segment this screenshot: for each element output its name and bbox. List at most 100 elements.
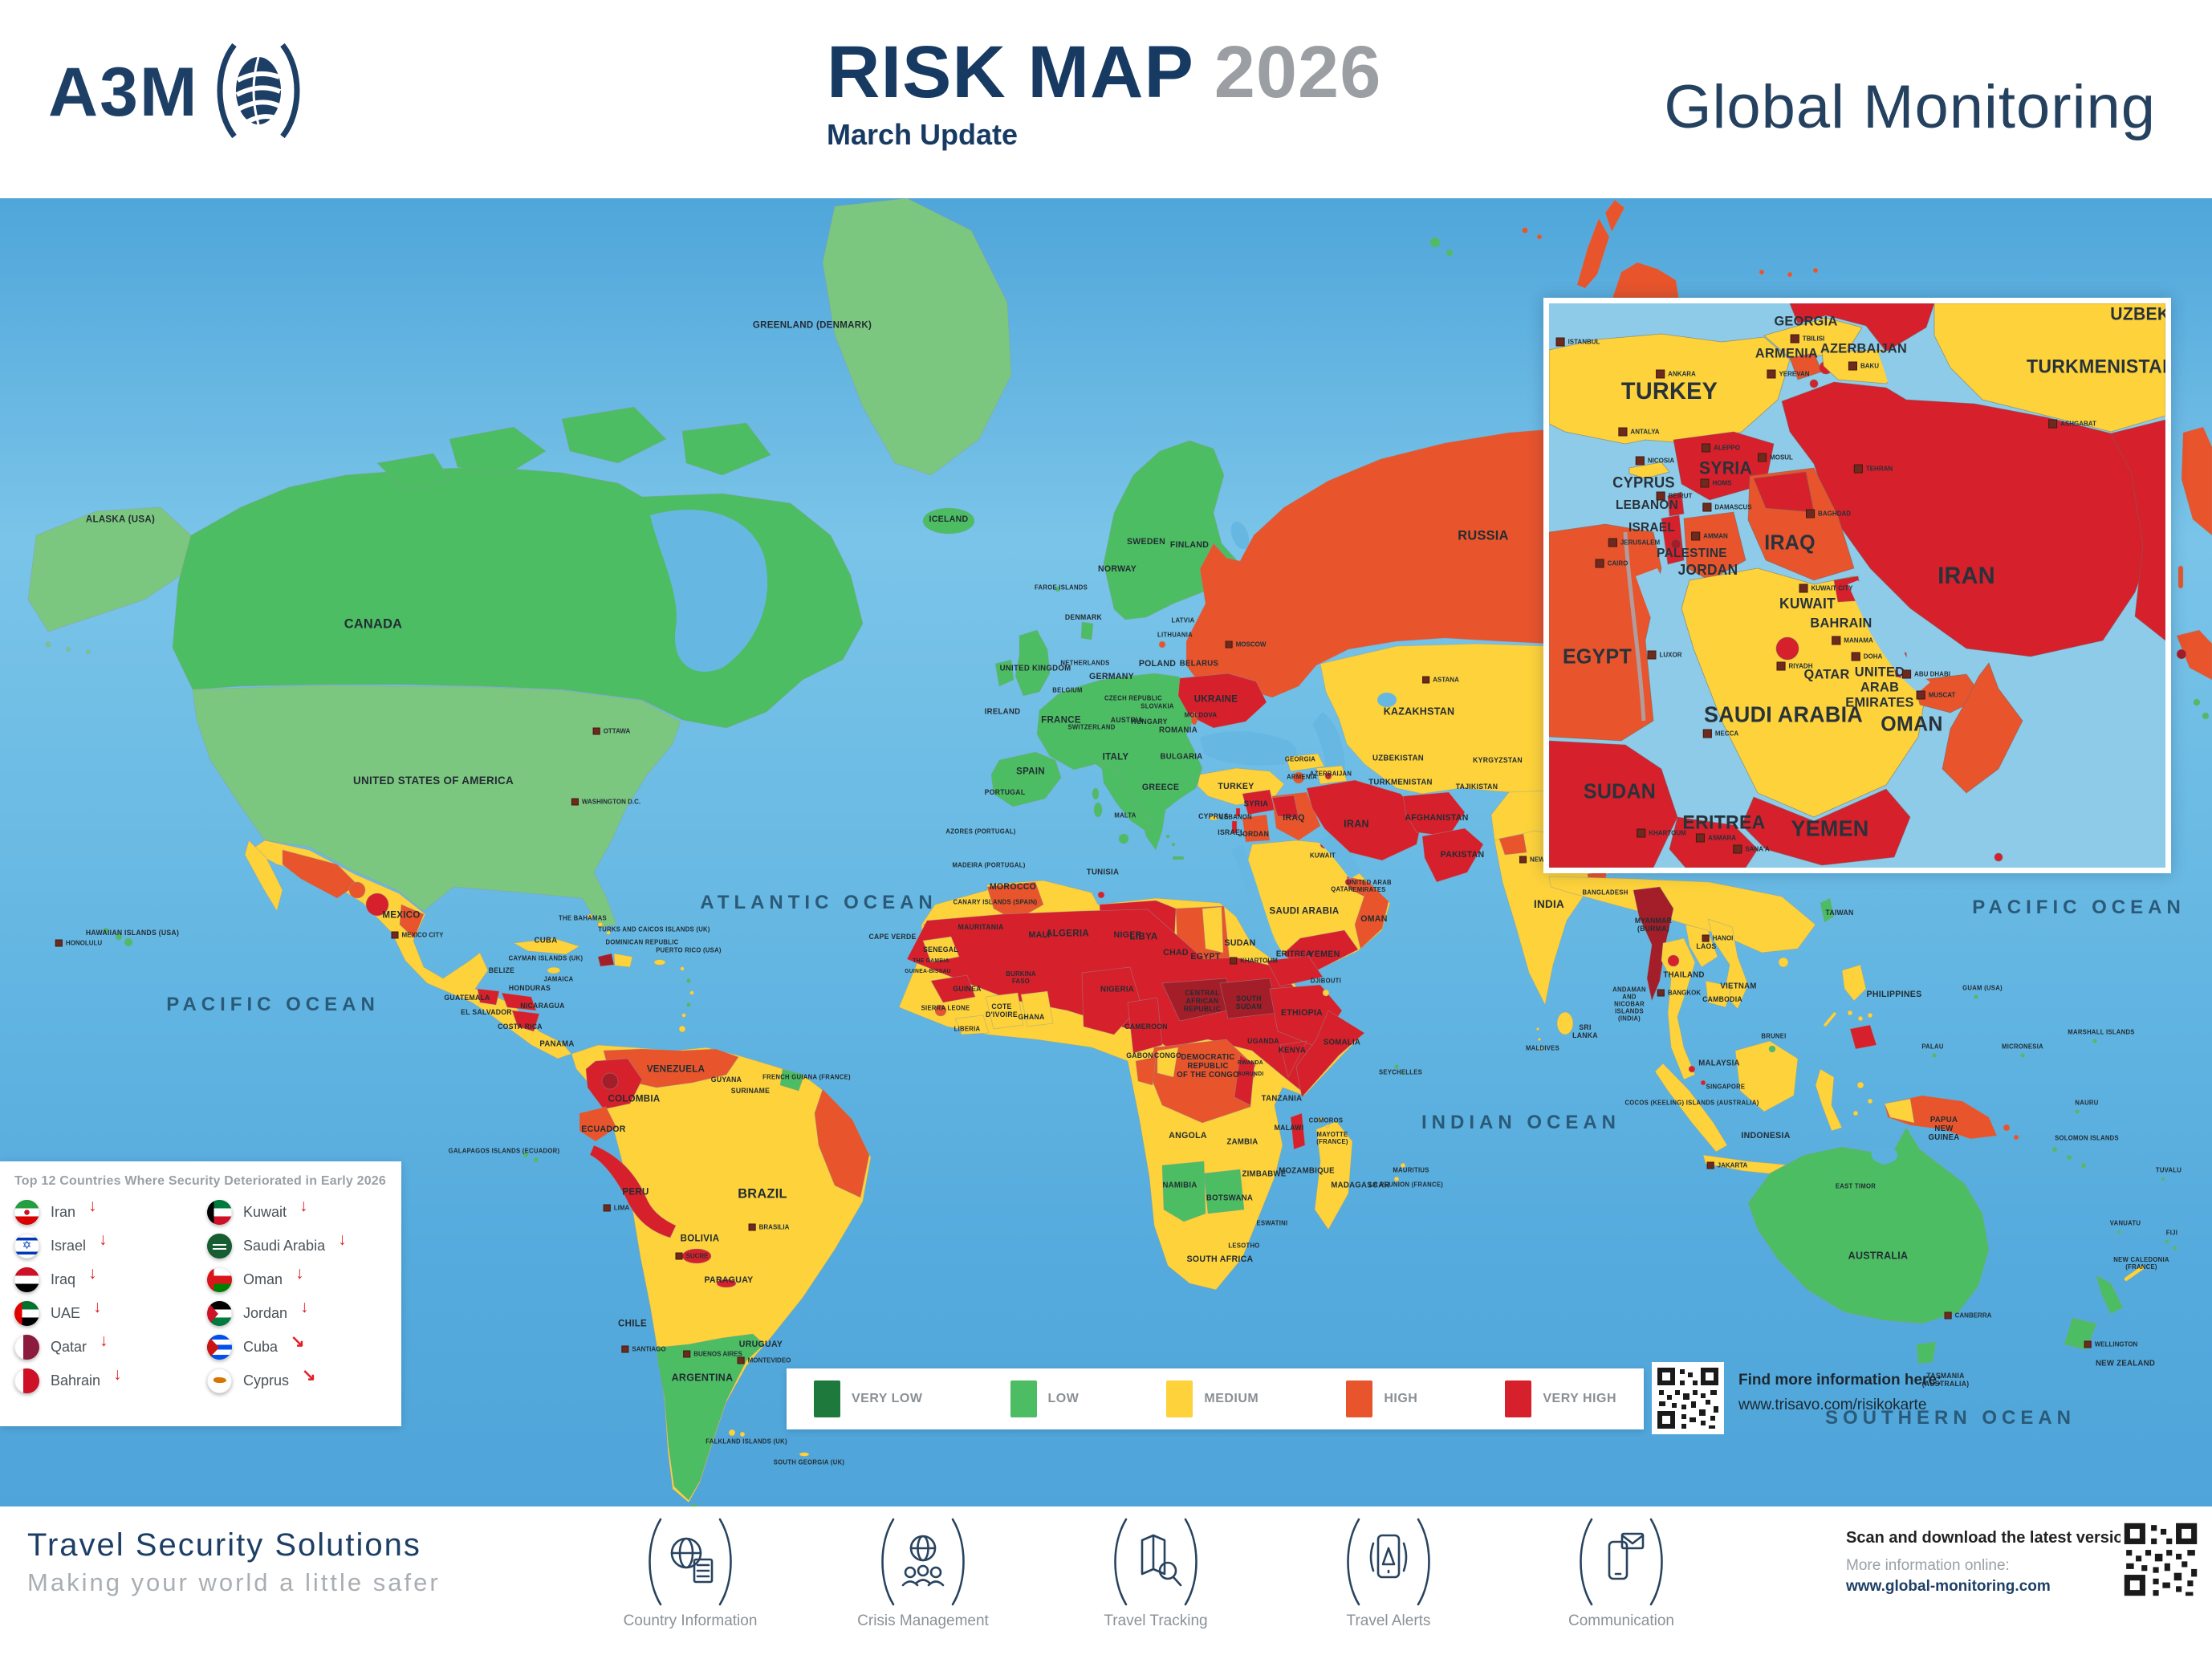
inset-city-label-tehran: TEHRAN [1853,464,1893,474]
footer-qr-code[interactable] [2121,1519,2201,1600]
country-label-moldova: MOLDOVA [1184,711,1218,719]
city-marker-icon [1702,729,1712,738]
service-communication[interactable]: Communication [1549,1515,1694,1630]
communication-icon [1580,1518,1663,1606]
city-label-wellington: WELLINGTON [2084,1340,2137,1348]
country-label-comoros: COMOROS [1308,1116,1344,1124]
country-label-oman: OMAN [1360,913,1388,924]
city-label-buenos-aires: BUENOS AIRES [683,1350,742,1358]
city-marker-icon [1902,669,1912,679]
city-name: LIMA [613,1204,630,1212]
inset-city-label-asmara: ASMARA [1695,833,1736,843]
city-marker-icon [1647,650,1657,660]
inset-country-label-turkmenistan: TURKMENISTAN [2026,356,2171,378]
top12-item-kuwait: Kuwait ↓ [207,1195,400,1229]
service-travel-tracking[interactable]: Travel Tracking [1084,1515,1228,1630]
service-travel-alerts[interactable]: Travel Alerts [1316,1515,1461,1630]
world-map-svg [27,198,2212,1507]
scan-url[interactable]: www.global-monitoring.com [1846,1578,2051,1595]
country-label-cote-d-ivoire: COTE D'IVOIRE [986,1002,1018,1019]
iraq-flag-icon [14,1267,39,1292]
city-name: JERUSALEM [1620,539,1661,547]
city-name: MOSCOW [1235,640,1267,649]
country-label-qatar: QATAR [1331,885,1353,893]
country-label-latvia: LATVIA [1171,616,1195,624]
city-marker-icon [2048,419,2058,429]
country-label-turkmenistan: TURKMENISTAN [1368,778,1433,787]
country-label-marshall-islands: MARSHALL ISLANDS [2068,1028,2135,1036]
country-label-mauritius: MAURITIUS [1393,1166,1429,1174]
scan-download-block: Scan and download the latest version Mor… [1846,1529,2133,1596]
top12-item-cuba: Cuba ↘ [207,1330,400,1364]
header: A3M RISK MAP 2026 March Update Global Mo… [0,0,2212,198]
country-label-seychelles: SEYCHELLES [1378,1068,1423,1076]
country-label-cocos-keeling-islands-australia: COCOS (KEELING) ISLANDS (AUSTRALIA) [1624,1099,1759,1107]
service-country-information[interactable]: Country Information [618,1515,762,1630]
service-label: Travel Alerts [1346,1612,1431,1629]
find-more-url[interactable]: www.trisavo.com/risikokarte [1738,1397,1927,1413]
top12-title: Top 12 Countries Where Security Deterior… [14,1174,387,1188]
country-label-uruguay: URUGUAY [738,1339,783,1349]
country-label-jordan: JORDAN [1238,829,1270,838]
city-name: KHARTOUM [1240,957,1278,965]
country-label-netherlands: NETHERLANDS [1060,659,1110,667]
deterioration-arrow-icon: ↓ [299,1197,308,1215]
country-label-hawaiian-islands-usa: HAWAIIAN ISLANDS (USA) [85,928,180,937]
country-label-syria: SYRIA [1243,799,1269,809]
city-label-bangkok: BANGKOK [1657,989,1701,997]
country-label-sweden: SWEDEN [1126,536,1166,547]
deterioration-arrow-icon: ↓ [338,1230,347,1249]
title-year: 2026 [1214,31,1382,113]
country-label-saudi-arabia: SAUDI ARABIA [1269,905,1340,917]
country-information-icon [649,1518,732,1606]
country-label-belize: BELIZE [488,966,515,974]
country-label-maldives: MALDIVES [1526,1044,1559,1052]
city-marker-icon [1944,1311,1952,1319]
deterioration-arrow-icon: ↓ [93,1298,102,1316]
legend-item: MEDIUM [1166,1380,1258,1417]
inset-country-label-turkey: TURKEY [1620,378,1718,405]
travel-alerts-icon [1347,1518,1430,1606]
country-label-eswatini: ESWATINI [1256,1219,1288,1227]
legend-label: VERY LOW [852,1392,923,1405]
inset-country-label-palestine: PALESTINE [1657,547,1727,561]
country-label-lebanon: LEBANON [1220,813,1252,821]
city-marker-icon [1702,443,1711,453]
country-label-algeria: ALGERIA [1046,927,1089,939]
middle-east-inset-map[interactable]: TURKEY GEORGIA ARMENIA AZERBAIJAN TURKMENIST… [1543,298,2171,873]
country-label-new-zealand: NEW ZEALAND [2095,1359,2156,1368]
map-qr-code[interactable] [1652,1362,1724,1434]
country-label-canary-islands-spain: CANARY ISLANDS (SPAIN) [953,898,1038,906]
country-label-portugal: PORTUGAL [984,787,1026,796]
a3m-logo-text: A3M [48,54,199,131]
country-label-suriname: SURINAME [730,1086,771,1095]
inset-city-label-khartoum: KHARTOUM [1637,828,1686,838]
city-marker-icon [1776,661,1786,671]
legend-label: LOW [1047,1392,1080,1405]
city-name: YEREVAN [1779,370,1810,378]
legend-label: HIGH [1384,1392,1418,1405]
world-risk-map[interactable]: ATLANTIC OCEAN PACIFIC OCEAN PACIFIC OCEAN… [0,198,2212,1507]
city-label-moscow: MOSCOW [1225,640,1267,649]
country-label-south-africa: SOUTH AFRICA [1186,1254,1254,1264]
country-label-sri-lanka: SRI LANKA [1572,1023,1598,1039]
country-label-lesotho: LESOTHO [1228,1242,1260,1250]
top12-country-name: Cyprus [243,1372,290,1389]
deterioration-arrow-icon: ↓ [300,1298,309,1316]
city-marker-icon [1618,427,1628,437]
city-marker-icon [1635,456,1645,466]
inset-country-label-azerbaijan: AZERBAIJAN [1820,340,1908,356]
service-crisis-management[interactable]: Crisis Management [851,1515,995,1630]
country-label-gabon: GABON [1126,1051,1153,1059]
city-name: OTTAWA [603,727,631,735]
city-name: WASHINGTON D.C. [581,798,641,806]
country-label-guyana: GUYANA [710,1075,742,1084]
page-title: RISK MAP 2026 [827,30,1389,115]
country-label-paraguay: PARAGUAY [704,1275,754,1285]
deterioration-arrow-icon: ↓ [88,1264,97,1283]
ocean-label-indian-ocean: INDIAN OCEAN [1421,1112,1621,1133]
country-label-australia: AUSTRALIA [1848,1249,1909,1262]
legend-swatch [1346,1380,1373,1417]
city-marker-icon [1799,583,1808,593]
country-label-india: INDIA [1533,897,1565,911]
